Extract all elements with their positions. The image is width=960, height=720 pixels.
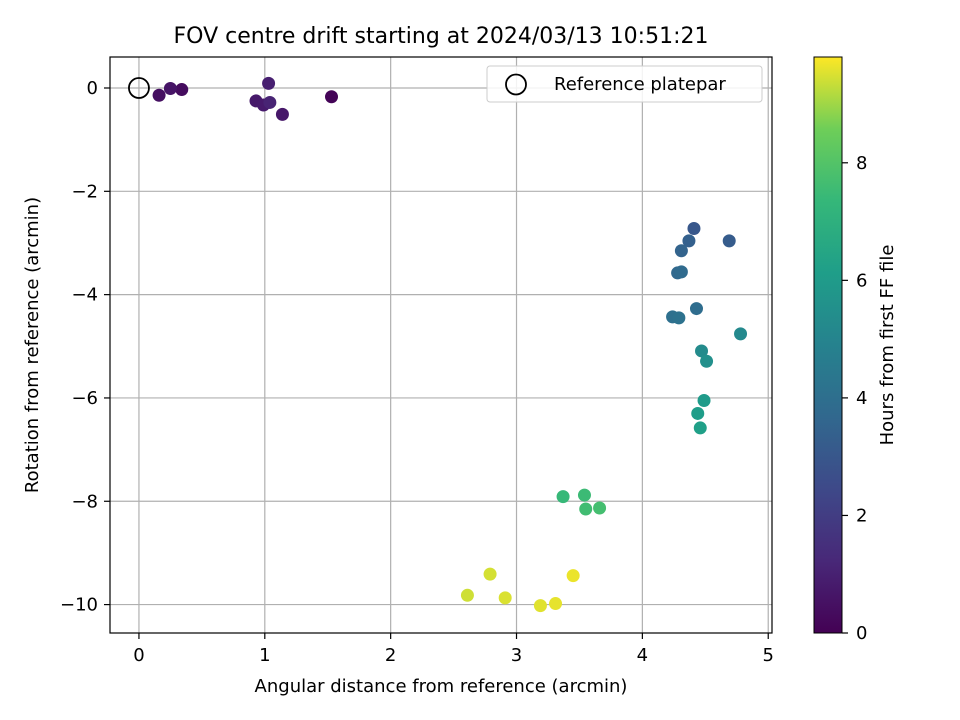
scatter-point	[262, 76, 276, 90]
legend-box	[486, 65, 763, 103]
scatter-point	[577, 488, 591, 502]
y-axis-label: Rotation from reference (arcmin)	[22, 197, 43, 493]
x-tick-label: 3	[511, 645, 522, 666]
scatter-point	[533, 599, 547, 613]
grid-lines	[110, 57, 772, 633]
y-tick-label: −6	[71, 388, 98, 409]
scatter-point	[325, 90, 339, 104]
y-tick-label: −2	[71, 181, 98, 202]
scatter-point	[556, 490, 570, 504]
colorbar-tick-label: 2	[856, 505, 867, 526]
x-tick-label: 0	[133, 645, 144, 666]
colorbar-gradient	[813, 56, 843, 634]
scatter-point	[566, 569, 580, 583]
scatter-point	[691, 406, 705, 420]
colorbar-tick-label: 4	[856, 388, 867, 409]
scatter-point	[549, 597, 563, 611]
colorbar-tick-label: 6	[856, 270, 867, 291]
scatter-point	[700, 354, 714, 368]
y-axis: 0 −2 −4 −6 −8 −10	[60, 78, 110, 616]
scatter-point	[275, 107, 289, 121]
x-tick-label: 4	[637, 645, 648, 666]
scatter-point	[674, 265, 688, 279]
colorbar-label: Hours from first FF file	[877, 245, 898, 446]
legend-entry-reference: Reference platepar	[554, 74, 726, 95]
chart-title: FOV centre drift starting at 2024/03/13 …	[174, 24, 709, 49]
x-axis: 0 1 2 3 4 5	[133, 633, 774, 666]
colorbar-tick-label: 0	[856, 623, 867, 644]
scatter-point	[163, 82, 177, 96]
colorbar: 0 2 4 6 8 Hours from first FF file	[813, 56, 898, 644]
scatter-point	[579, 502, 593, 516]
data-points	[152, 76, 748, 613]
scatter-point	[460, 588, 474, 602]
scatter-point	[175, 83, 189, 97]
plot-frame	[109, 56, 773, 634]
x-tick-label: 1	[259, 645, 270, 666]
y-tick-label: −8	[71, 491, 98, 512]
scatter-point	[263, 95, 277, 109]
legend-reference-marker	[505, 73, 527, 96]
scatter-point	[674, 244, 688, 258]
scatter-point	[722, 234, 736, 248]
scatter-point	[672, 311, 686, 325]
scatter-point	[689, 302, 703, 316]
scatter-point	[498, 591, 512, 605]
x-tick-label: 5	[762, 645, 773, 666]
y-tick-label: −4	[71, 285, 98, 306]
scatter-point	[682, 234, 696, 248]
scatter-point	[695, 344, 709, 358]
scatter-point	[483, 567, 497, 581]
scatter-point	[152, 88, 166, 102]
reference-platepar-marker	[128, 77, 150, 99]
x-tick-label: 2	[385, 645, 396, 666]
scatter-point	[593, 501, 607, 515]
y-tick-label: 0	[87, 78, 98, 99]
scatter-point	[693, 421, 707, 435]
scatter-point	[697, 394, 711, 408]
x-axis-label: Angular distance from reference (arcmin)	[255, 676, 628, 697]
scatter-point	[734, 327, 748, 341]
legend: Reference platepar	[486, 65, 763, 103]
colorbar-ticks: 0 2 4 6 8	[842, 153, 867, 644]
y-tick-label: −10	[60, 595, 98, 616]
colorbar-tick-label: 8	[856, 153, 867, 174]
scatter-point	[687, 222, 701, 236]
